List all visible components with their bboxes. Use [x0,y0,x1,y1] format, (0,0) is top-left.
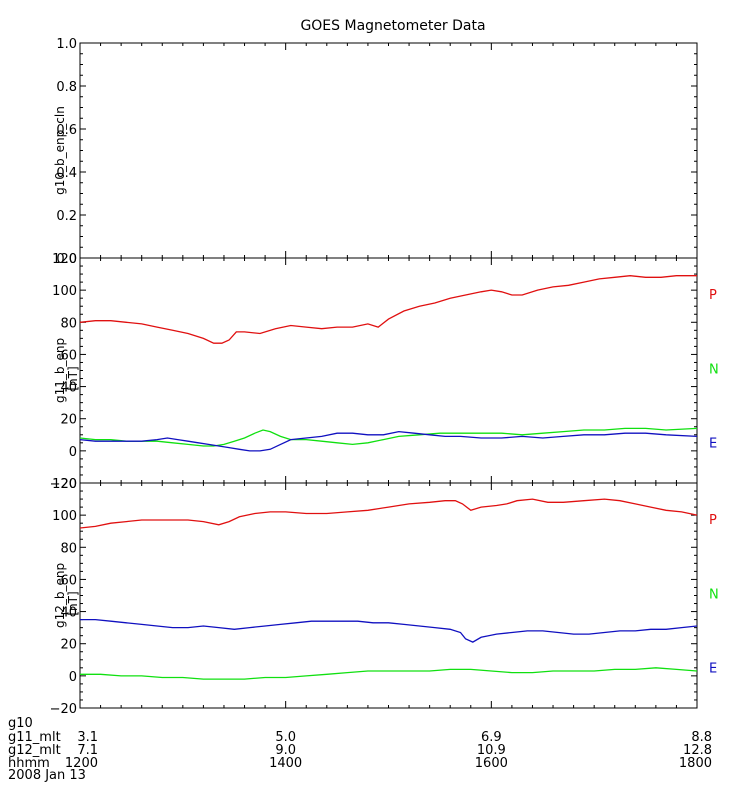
series-line-E [80,618,698,643]
y-tick-label: 60 [60,573,77,588]
footer-row-label: hhmm [8,756,50,771]
series-line-E [79,430,698,452]
y-tick-label: 100 [52,509,77,524]
footer-g12_mlt-value: 7.1 [77,743,98,758]
y-tick-label: 1.0 [56,37,77,52]
panel-frame [79,42,698,259]
y-tick-label: 0.2 [56,209,77,224]
y-tick-label: 0.8 [56,80,77,95]
footer-g11_mlt-value: 3.1 [77,730,98,745]
panel-g11: −20 0 20 40 60 80 100 120 g11_b_enp [nT] P N E [50,252,719,492]
y-tick-label: 40 [60,381,77,396]
series-line-P [79,498,698,529]
y-tick-label: 80 [60,316,77,331]
y-tick-label: 120 [52,252,77,267]
footer-hhmm-value: 1600 [475,756,508,771]
y-axis-units: [nT] [66,366,80,390]
footer-g12_mlt-value: 12.8 [683,743,712,758]
legend-N: N [709,362,719,377]
y-tick-label: 100 [52,284,77,299]
panel-g12: −20 0 20 40 60 80 100 120 g12_b_enp [nT] P N E [50,477,719,717]
series-line-P [79,275,697,344]
legend-N: N [709,587,719,602]
footer-g12_mlt-value: 9.0 [275,743,296,758]
series-line-N [80,667,698,680]
y-tick-label: 0 [69,670,77,685]
legend-P: P [709,513,717,528]
footer-hhmm-value: 1400 [269,756,302,771]
legend-P: P [709,288,717,303]
y-tick-label: 40 [60,606,77,621]
y-tick-label: 0.0 [56,252,77,267]
footer-g12_mlt-value: 10.9 [477,743,506,758]
y-tick-label: 0 [69,445,77,460]
footer-row-label: 2008 Jan 13 [8,768,86,783]
panels: 0.0 0.2 0.4 0.6 0.8 1.0 g10_b_enp_cln −20 0 20 40 6… [50,37,719,717]
y-tick-label: 120 [52,477,77,492]
footer-row-label: g10 [8,716,33,731]
y-tick-label: −20 [50,477,77,492]
footer-g11_mlt-value: 5.0 [275,730,296,745]
footer-hhmm-value: 1800 [679,756,712,771]
footer-g11_mlt-value: 8.8 [691,730,712,745]
footer-g11_mlt-value: 6.9 [481,730,502,745]
y-tick-label: 60 [60,348,77,363]
y-axis-units: [nT] [66,591,80,615]
footer-row-label: g12_mlt [8,743,61,758]
y-axis-label: g10_b_enp_cln [53,106,67,195]
legend-E: E [709,437,717,452]
y-tick-label: 0.6 [56,123,77,138]
chart-title: GOES Magnetometer Data [300,18,485,34]
footer-hhmm-value: 1200 [65,756,98,771]
panel-g10: 0.0 0.2 0.4 0.6 0.8 1.0 g10_b_enp_cln [53,37,698,267]
series-line-N [79,427,698,447]
y-axis-label: g12_b_enp [53,563,67,628]
y-tick-label: 20 [60,638,77,653]
panel-frame [79,482,698,709]
y-tick-label: −20 [50,702,77,717]
footer-row-label: g11_mlt [8,730,61,745]
panel-frame [79,257,698,484]
y-tick-label: 80 [60,541,77,556]
y-axis-label: g11_b_enp [53,338,67,403]
legend-E: E [709,662,717,677]
y-tick-label: 20 [60,413,77,428]
y-tick-label: 0.4 [56,166,77,181]
